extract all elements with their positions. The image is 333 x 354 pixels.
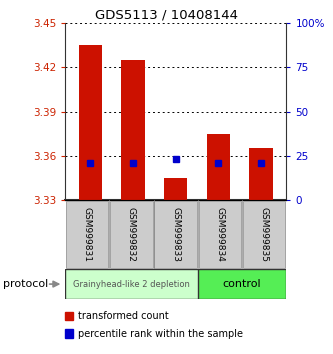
Text: GDS5113 / 10408144: GDS5113 / 10408144 — [95, 9, 238, 22]
Text: Grainyhead-like 2 depletion: Grainyhead-like 2 depletion — [73, 280, 190, 289]
Text: GSM999834: GSM999834 — [215, 207, 224, 262]
Text: transformed count: transformed count — [78, 311, 169, 321]
Text: percentile rank within the sample: percentile rank within the sample — [78, 329, 243, 339]
Text: control: control — [223, 279, 261, 289]
Bar — [243, 201, 285, 268]
Text: GSM999833: GSM999833 — [171, 207, 180, 262]
Bar — [164, 178, 187, 200]
Bar — [155, 201, 197, 268]
Bar — [79, 45, 102, 200]
Bar — [249, 148, 272, 200]
Bar — [65, 269, 198, 299]
Bar — [66, 201, 108, 268]
Bar — [199, 201, 241, 268]
Text: protocol: protocol — [3, 279, 49, 289]
Bar — [206, 134, 230, 200]
Text: GSM999832: GSM999832 — [127, 207, 136, 262]
Bar — [110, 201, 153, 268]
Bar — [198, 269, 286, 299]
Text: GSM999831: GSM999831 — [83, 207, 92, 262]
Bar — [121, 60, 145, 200]
Text: GSM999835: GSM999835 — [260, 207, 269, 262]
